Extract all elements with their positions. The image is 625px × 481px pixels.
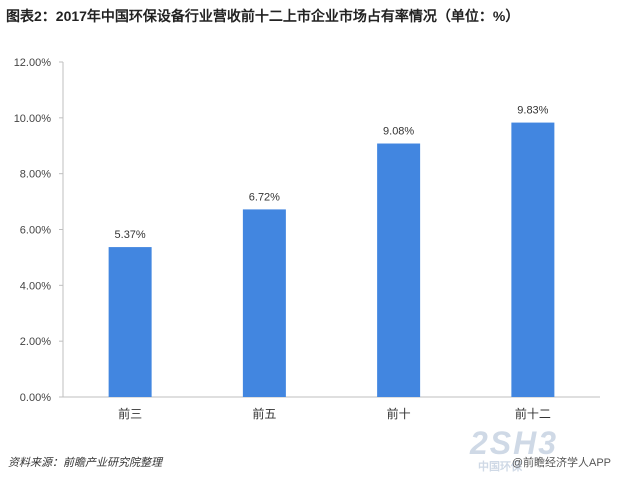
source-note: 资料来源：前瞻产业研究院整理	[8, 457, 162, 469]
chart-title: 图表2：2017年中国环保设备行业营收前十二上市企业市场占有率情况（单位：%）	[6, 8, 520, 24]
y-tick-label: 0.00%	[20, 392, 51, 404]
bar-value-label: 9.08%	[383, 126, 414, 138]
y-tick-label: 10.00%	[14, 113, 52, 125]
bar	[108, 247, 152, 397]
bar-value-label: 5.37%	[115, 229, 146, 241]
y-tick-label: 6.00%	[20, 225, 51, 237]
bar	[242, 209, 286, 397]
watermark-subtext: 中国环保	[478, 461, 522, 473]
y-tick-label: 8.00%	[20, 169, 51, 181]
bar-value-label: 9.83%	[517, 105, 548, 117]
watermark-logo: 2SH3	[470, 425, 559, 461]
y-tick-label: 12.00%	[14, 57, 52, 69]
x-axis-labels: 前三 前五 前十 前十二	[118, 406, 551, 421]
x-category-label: 前五	[252, 406, 276, 421]
bars	[108, 122, 555, 398]
bar-value-label: 6.72%	[249, 191, 280, 203]
value-labels: 5.37% 6.72% 9.08% 9.83%	[115, 105, 549, 242]
x-category-label: 前十	[387, 406, 411, 421]
bar	[377, 143, 421, 397]
credit-note: @前瞻经济学人APP	[511, 457, 611, 469]
y-axis-ticks: 0.00% 2.00% 4.00% 6.00% 8.00% 10.00% 12.00%	[14, 57, 63, 404]
x-category-label: 前十二	[515, 406, 551, 421]
bar	[511, 122, 555, 398]
y-tick-label: 4.00%	[20, 280, 51, 292]
x-category-label: 前三	[118, 406, 142, 421]
y-tick-label: 2.00%	[20, 336, 51, 348]
